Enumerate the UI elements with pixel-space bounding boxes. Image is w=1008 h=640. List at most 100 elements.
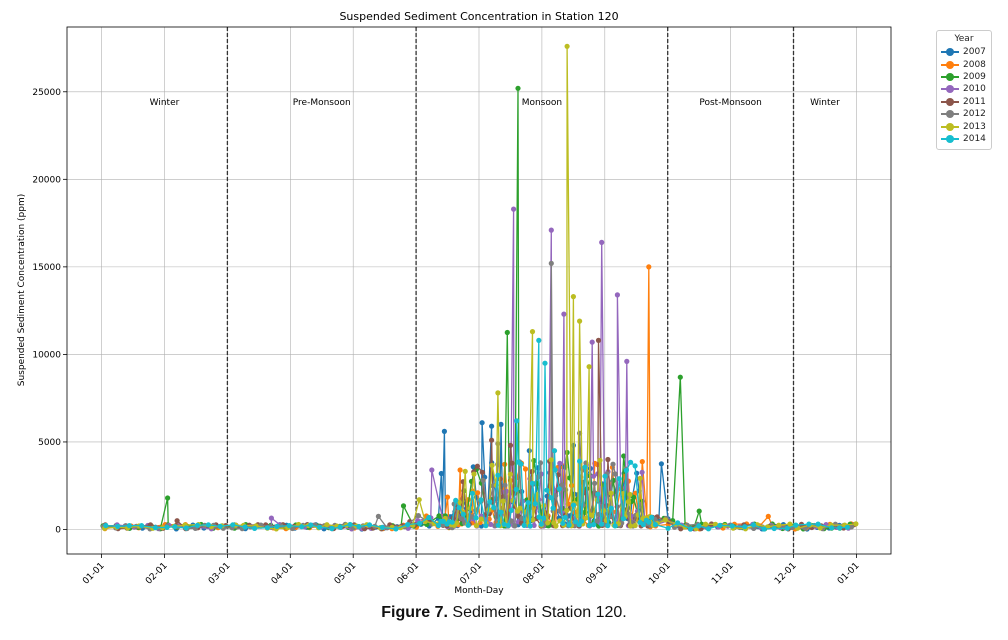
data-point-2014	[608, 505, 614, 511]
data-point-2013	[453, 520, 460, 526]
data-point-2012	[502, 482, 508, 488]
data-point-2014	[605, 523, 611, 529]
data-point-2014	[599, 521, 605, 527]
legend: Year 2007 2008 2009 2010 2011 2012 2013 2014	[936, 30, 992, 151]
data-point-2014	[469, 490, 475, 496]
data-point-2010	[510, 206, 517, 212]
data-point-2014	[652, 522, 659, 528]
data-point-2014	[815, 521, 821, 527]
data-point-2014	[356, 523, 362, 530]
data-point-2013	[553, 523, 559, 529]
legend-title: Year	[954, 34, 974, 44]
data-point-2014	[551, 448, 558, 454]
data-point-2014	[316, 524, 323, 530]
data-point-2009	[621, 453, 627, 459]
data-point-2014	[542, 360, 548, 366]
data-point-2013	[600, 508, 607, 514]
data-point-2013	[416, 497, 422, 503]
data-point-2014	[308, 522, 314, 528]
data-point-2009	[436, 513, 442, 519]
data-point-2007	[441, 428, 447, 434]
data-point-2014	[705, 526, 712, 532]
legend-label: 2007	[963, 47, 986, 58]
data-point-2008	[522, 466, 529, 472]
x-tick-label: 01-01	[836, 561, 862, 587]
data-point-2014	[501, 521, 507, 527]
data-point-2013	[473, 523, 479, 529]
legend-label: 2010	[963, 84, 986, 95]
data-point-2014	[806, 521, 812, 527]
legend-item-2007: 2007	[941, 46, 987, 58]
legend-swatch	[941, 60, 959, 70]
data-point-2011	[595, 337, 602, 343]
data-point-2014	[649, 514, 655, 520]
data-point-2013	[564, 43, 570, 49]
series-line-2014	[105, 339, 848, 530]
data-point-2014	[508, 507, 514, 513]
data-point-2014	[586, 522, 592, 529]
data-point-2014	[299, 524, 305, 530]
series-line-2008	[104, 266, 852, 530]
data-point-2012	[548, 260, 554, 266]
data-point-2008	[646, 264, 652, 270]
data-point-2014	[264, 525, 270, 531]
data-point-2014	[505, 522, 511, 529]
data-point-2012	[440, 522, 446, 528]
x-tick-label: 07-01	[459, 561, 485, 587]
data-point-2009	[515, 85, 521, 91]
data-point-2014	[456, 505, 462, 511]
data-point-2012	[610, 461, 616, 467]
data-point-2014	[717, 522, 723, 529]
data-point-2013	[583, 515, 589, 521]
data-point-2014	[628, 459, 634, 465]
data-point-2010	[589, 339, 595, 345]
data-point-2014	[252, 525, 258, 532]
data-point-2014	[579, 518, 585, 524]
data-point-2014	[449, 519, 455, 525]
data-point-2014	[473, 515, 479, 521]
data-point-2014	[750, 522, 757, 528]
data-point-2014	[532, 501, 538, 507]
data-point-2014	[540, 515, 547, 521]
data-point-2014	[729, 523, 735, 529]
data-point-2014	[465, 522, 471, 528]
data-point-2009	[504, 329, 510, 336]
data-point-2014	[483, 523, 489, 529]
data-point-2014	[688, 526, 694, 532]
data-point-2013	[703, 521, 709, 527]
data-point-2014	[536, 514, 542, 520]
data-point-2012	[848, 524, 855, 530]
data-point-2013	[564, 507, 570, 513]
data-point-2014	[771, 525, 777, 532]
data-point-2013	[324, 522, 330, 528]
data-point-2010	[548, 227, 554, 233]
data-point-2012	[592, 480, 598, 486]
data-point-2013	[529, 329, 536, 335]
data-point-2012	[375, 513, 381, 520]
data-point-2013	[608, 490, 614, 496]
data-point-2010	[590, 473, 597, 479]
x-tick-label: 08-01	[521, 561, 547, 587]
data-point-2014	[183, 525, 189, 531]
y-tick-label: 10000	[32, 350, 61, 360]
season-boundaries	[226, 27, 795, 554]
data-point-2014	[498, 509, 504, 515]
data-point-2014	[205, 522, 211, 528]
y-tick-label: 25000	[32, 88, 61, 98]
data-point-2013	[507, 471, 513, 477]
data-point-2014	[536, 337, 542, 343]
y-ticks: 0 5000 10000 15000 20000 25000	[32, 88, 67, 535]
data-point-2009	[631, 494, 637, 500]
data-point-2014	[347, 521, 353, 528]
data-point-2014	[696, 523, 702, 529]
data-point-2014	[495, 472, 501, 478]
data-point-2014	[591, 522, 597, 528]
data-point-2013	[462, 468, 468, 474]
data-point-2007	[498, 421, 504, 427]
x-ticks: 01-01 02-01 03-01 04-01 05-01 06-01 07-01 08-01…	[81, 554, 862, 587]
x-tick-label: 10-01	[647, 561, 673, 587]
data-point-2012	[415, 513, 421, 519]
data-point-2013	[637, 475, 643, 481]
data-point-2007	[479, 420, 485, 426]
data-point-2011	[509, 460, 515, 466]
